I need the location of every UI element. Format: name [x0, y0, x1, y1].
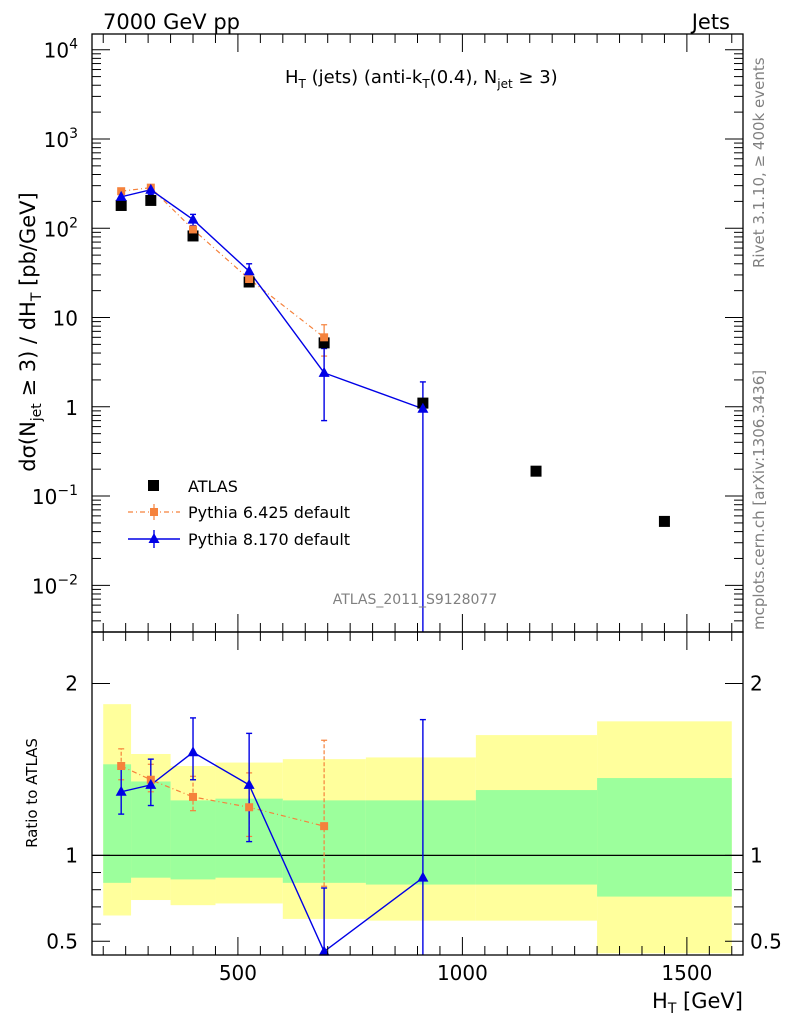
data-point-pythia8: [417, 402, 429, 413]
rivet-version-text: Rivet 3.1.10, ≥ 400k events: [750, 57, 768, 268]
ratio-point-pythia6: [117, 762, 126, 771]
ratio-y-tick-label: 1: [65, 843, 78, 867]
data-point-pythia6: [189, 225, 198, 234]
ratio-y-tick-label-right: 1: [750, 843, 763, 867]
ratio-point-pythia6: [189, 792, 198, 801]
ratio-point-pythia6: [245, 803, 254, 812]
data-point-pythia8: [187, 213, 199, 224]
data-point-atlas: [658, 515, 670, 527]
x-tick-label: 1000: [437, 961, 488, 985]
legend: ATLAS Pythia 6.425 default Pythia 8.170 …: [128, 477, 350, 549]
data-point-pythia8: [145, 183, 157, 194]
data-point-pythia6: [320, 333, 329, 342]
series-line-pythia6: [121, 187, 325, 338]
data-point-pythia8: [318, 366, 330, 377]
ratio-y-tick-label-right: 0.5: [750, 929, 782, 953]
x-axis-label: HT [GeV]: [652, 989, 743, 1017]
uncertainty-band-inner: [365, 800, 476, 885]
y-tick-label: 10: [53, 307, 78, 331]
legend-entry-pythia6: Pythia 6.425 default: [128, 503, 350, 522]
legend-entry-atlas: ATLAS: [148, 477, 238, 496]
y-tick-label: 103: [44, 126, 78, 152]
ratio-point-pythia8: [145, 778, 157, 789]
legend-label-atlas: ATLAS: [188, 477, 238, 496]
ratio-point-pythia8: [187, 746, 199, 757]
ratio-y-tick-label: 2: [65, 672, 78, 696]
data-point-atlas: [187, 230, 199, 242]
y-tick-label: 102: [44, 215, 78, 241]
ratio-point-pythia8: [318, 945, 330, 956]
ratio-y-label: Ratio to ATLAS: [23, 738, 41, 848]
data-point-atlas: [115, 199, 127, 211]
y-axis-label: dσ(Njet ≥ 3) / dHT [pb/GeV]: [16, 192, 45, 472]
x-tick-label: 1500: [661, 961, 712, 985]
ratio-ticks: 500 1000 1500 2 2 1 1 0.5 0.5: [46, 632, 782, 985]
y-tick-label: 10−1: [32, 483, 78, 509]
ratio-point-pythia6: [320, 822, 329, 831]
data-point-pythia8: [243, 265, 255, 276]
data-point-atlas: [145, 194, 157, 206]
legend-label-pythia8: Pythia 8.170 default: [188, 530, 350, 549]
legend-marker-pythia8: [148, 533, 160, 543]
ratio-y-tick-label-right: 2: [750, 672, 763, 696]
data-point-atlas: [530, 465, 542, 477]
legend-marker-atlas: [148, 480, 159, 491]
x-tick-label: 500: [219, 961, 257, 985]
header-left: 7000 GeV pp: [103, 10, 240, 34]
ratio-panel: 500 1000 1500 2 2 1 1 0.5 0.5 Ratio to ATLAS HT …: [23, 631, 782, 1017]
uncertainty-band-inner: [597, 778, 732, 897]
ratio-line-pythia8: [121, 751, 424, 953]
main-plot-area: [115, 183, 670, 632]
uncertainty-band-inner: [103, 764, 132, 883]
data-point-pythia8: [115, 190, 127, 201]
plot-title: HT (jets) (anti-kT(0.4), Njet ≥ 3): [285, 67, 558, 91]
analysis-watermark: ATLAS_2011_S9128077: [333, 592, 498, 608]
data-point-pythia6: [245, 275, 254, 284]
ratio-plot-area: [92, 704, 743, 956]
y-tick-label: 104: [44, 37, 78, 63]
ratio-point-pythia8: [243, 778, 255, 789]
mcplots-reference-text: mcplots.cern.ch [arXiv:1306.3436]: [750, 370, 768, 630]
header-right: Jets: [690, 10, 730, 34]
ratio-point-pythia8: [417, 871, 429, 882]
y-tick-label: 10−2: [32, 572, 78, 598]
ratio-point-pythia8: [115, 785, 127, 796]
uncertainty-band-inner: [475, 790, 598, 885]
legend-marker-pythia6: [150, 508, 158, 516]
uncertainty-band-inner: [170, 800, 216, 880]
legend-label-pythia6: Pythia 6.425 default: [188, 503, 350, 522]
y-tick-label: 1: [65, 396, 78, 420]
series-line-pythia8: [121, 188, 424, 410]
data-point-atlas: [318, 337, 330, 349]
ratio-y-tick-label: 0.5: [46, 929, 78, 953]
legend-entry-pythia8: Pythia 8.170 default: [128, 530, 350, 549]
